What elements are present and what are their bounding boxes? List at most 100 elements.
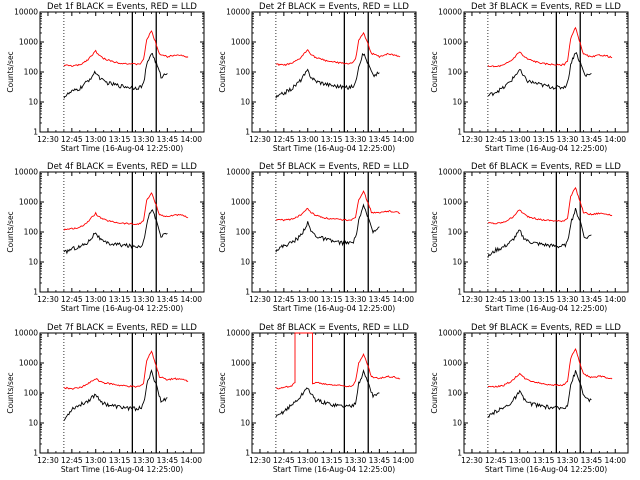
y-tick-label: 10000 <box>14 329 38 338</box>
x-tick-label: 14:00 <box>180 456 202 465</box>
y-tick-label: 10000 <box>226 168 250 177</box>
y-tick-label: 1 <box>33 288 38 297</box>
x-axis-label: Start Time (16-Aug-04 12:25:00) <box>485 304 607 313</box>
series-line-black <box>487 207 592 258</box>
y-tick-label: 10000 <box>14 168 38 177</box>
y-tick-label: 1 <box>457 288 462 297</box>
panel-title: Det 8f BLACK = Events, RED = LLD <box>259 323 409 333</box>
y-axis-label: Counts/sec <box>430 372 439 413</box>
x-tick-label: 13:45 <box>581 135 603 144</box>
y-axis-label: Counts/sec <box>6 372 15 413</box>
series-line-red <box>487 26 613 68</box>
x-tick-label: 13:45 <box>369 456 391 465</box>
y-tick-label: 10000 <box>438 329 462 338</box>
plot-frame <box>39 171 205 293</box>
y-tick-label: 100 <box>236 68 251 77</box>
y-tick-label: 1000 <box>19 38 38 47</box>
y-tick-label: 1 <box>245 128 250 137</box>
series-line-red <box>487 186 613 225</box>
x-tick-label: 13:00 <box>85 295 107 304</box>
x-tick-label: 12:45 <box>485 456 507 465</box>
x-tick-label: 13:00 <box>85 456 107 465</box>
x-tick-label: 13:15 <box>533 135 555 144</box>
x-tick-label: 14:00 <box>180 295 202 304</box>
series-line-red <box>63 192 189 231</box>
x-axis-label: Start Time (16-Aug-04 12:25:00) <box>485 465 607 474</box>
x-tick-label: 13:00 <box>85 135 107 144</box>
y-tick-label: 100 <box>236 389 251 398</box>
x-tick-label: 13:30 <box>345 295 367 304</box>
x-tick-label: 13:45 <box>369 135 391 144</box>
y-tick-label: 100 <box>24 389 39 398</box>
series-line-black <box>275 369 380 418</box>
x-tick-label: 12:30 <box>249 135 271 144</box>
y-tick-label: 100 <box>24 68 39 77</box>
series-line-black <box>63 209 168 255</box>
series-line-black <box>63 369 168 422</box>
x-tick-label: 12:30 <box>249 295 271 304</box>
plot-frame <box>463 171 629 293</box>
panel-title: Det 9f BLACK = Events, RED = LLD <box>471 323 621 333</box>
x-tick-label: 13:15 <box>109 135 131 144</box>
y-tick-label: 10000 <box>226 329 250 338</box>
panel-det-5: Det 5f BLACK = Events, RED = LLD 1 10 100 10… <box>218 162 417 313</box>
y-tick-label: 1000 <box>231 38 250 47</box>
plot-frame <box>251 332 417 454</box>
y-tick-label: 1000 <box>443 198 462 207</box>
x-tick-label: 12:45 <box>485 295 507 304</box>
y-tick-label: 1000 <box>443 38 462 47</box>
x-tick-label: 12:30 <box>461 295 483 304</box>
x-tick-label: 14:00 <box>604 456 626 465</box>
y-axis-label: Counts/sec <box>6 51 15 92</box>
x-tick-label: 13:45 <box>581 456 603 465</box>
x-tick-label: 12:30 <box>461 135 483 144</box>
y-tick-label: 10000 <box>438 168 462 177</box>
panel-det-3: Det 3f BLACK = Events, RED = LLD 1 10 100 10… <box>430 2 629 153</box>
plot-frame <box>39 332 205 454</box>
series-line-black <box>487 51 592 97</box>
x-tick-label: 13:30 <box>557 295 579 304</box>
y-tick-label: 1 <box>33 449 38 458</box>
x-axis-label: Start Time (16-Aug-04 12:25:00) <box>61 144 183 153</box>
y-tick-label: 10000 <box>226 8 250 17</box>
y-axis-label: Counts/sec <box>430 211 439 252</box>
y-tick-label: 10 <box>28 98 38 107</box>
x-tick-label: 13:30 <box>345 135 367 144</box>
x-tick-label: 14:00 <box>392 295 414 304</box>
plot-frame <box>251 171 417 293</box>
y-tick-label: 1000 <box>231 198 250 207</box>
x-tick-label: 13:00 <box>509 295 531 304</box>
x-tick-label: 12:30 <box>249 456 271 465</box>
x-tick-label: 13:30 <box>133 456 155 465</box>
panel-det-8: Det 8f BLACK = Events, RED = LLD 1 10 100 10… <box>218 323 417 474</box>
x-axis-label: Start Time (16-Aug-04 12:25:00) <box>273 304 395 313</box>
y-tick-label: 10 <box>28 419 38 428</box>
x-tick-label: 12:30 <box>37 295 59 304</box>
y-tick-label: 10 <box>452 98 462 107</box>
x-tick-label: 13:00 <box>297 456 319 465</box>
x-tick-label: 14:00 <box>392 135 414 144</box>
x-tick-label: 12:30 <box>37 456 59 465</box>
x-axis-label: Start Time (16-Aug-04 12:25:00) <box>273 465 395 474</box>
y-axis-label: Counts/sec <box>430 51 439 92</box>
y-tick-label: 10000 <box>14 8 38 17</box>
x-tick-label: 13:15 <box>321 295 343 304</box>
x-tick-label: 13:00 <box>509 135 531 144</box>
plot-frame <box>463 332 629 454</box>
plot-frame <box>39 11 205 133</box>
x-tick-label: 13:45 <box>581 295 603 304</box>
x-tick-label: 13:15 <box>321 135 343 144</box>
y-tick-label: 100 <box>448 389 463 398</box>
y-axis-label: Counts/sec <box>6 211 15 252</box>
y-tick-label: 1 <box>457 128 462 137</box>
x-tick-label: 14:00 <box>180 135 202 144</box>
panel-det-6: Det 6f BLACK = Events, RED = LLD 1 10 100 10… <box>430 162 629 313</box>
y-tick-label: 1000 <box>19 198 38 207</box>
y-tick-label: 100 <box>448 68 463 77</box>
x-tick-label: 12:45 <box>273 135 295 144</box>
x-tick-label: 13:00 <box>297 135 319 144</box>
x-axis-label: Start Time (16-Aug-04 12:25:00) <box>485 144 607 153</box>
series-line-red <box>275 31 401 67</box>
y-tick-label: 10 <box>240 98 250 107</box>
x-tick-label: 12:45 <box>273 295 295 304</box>
